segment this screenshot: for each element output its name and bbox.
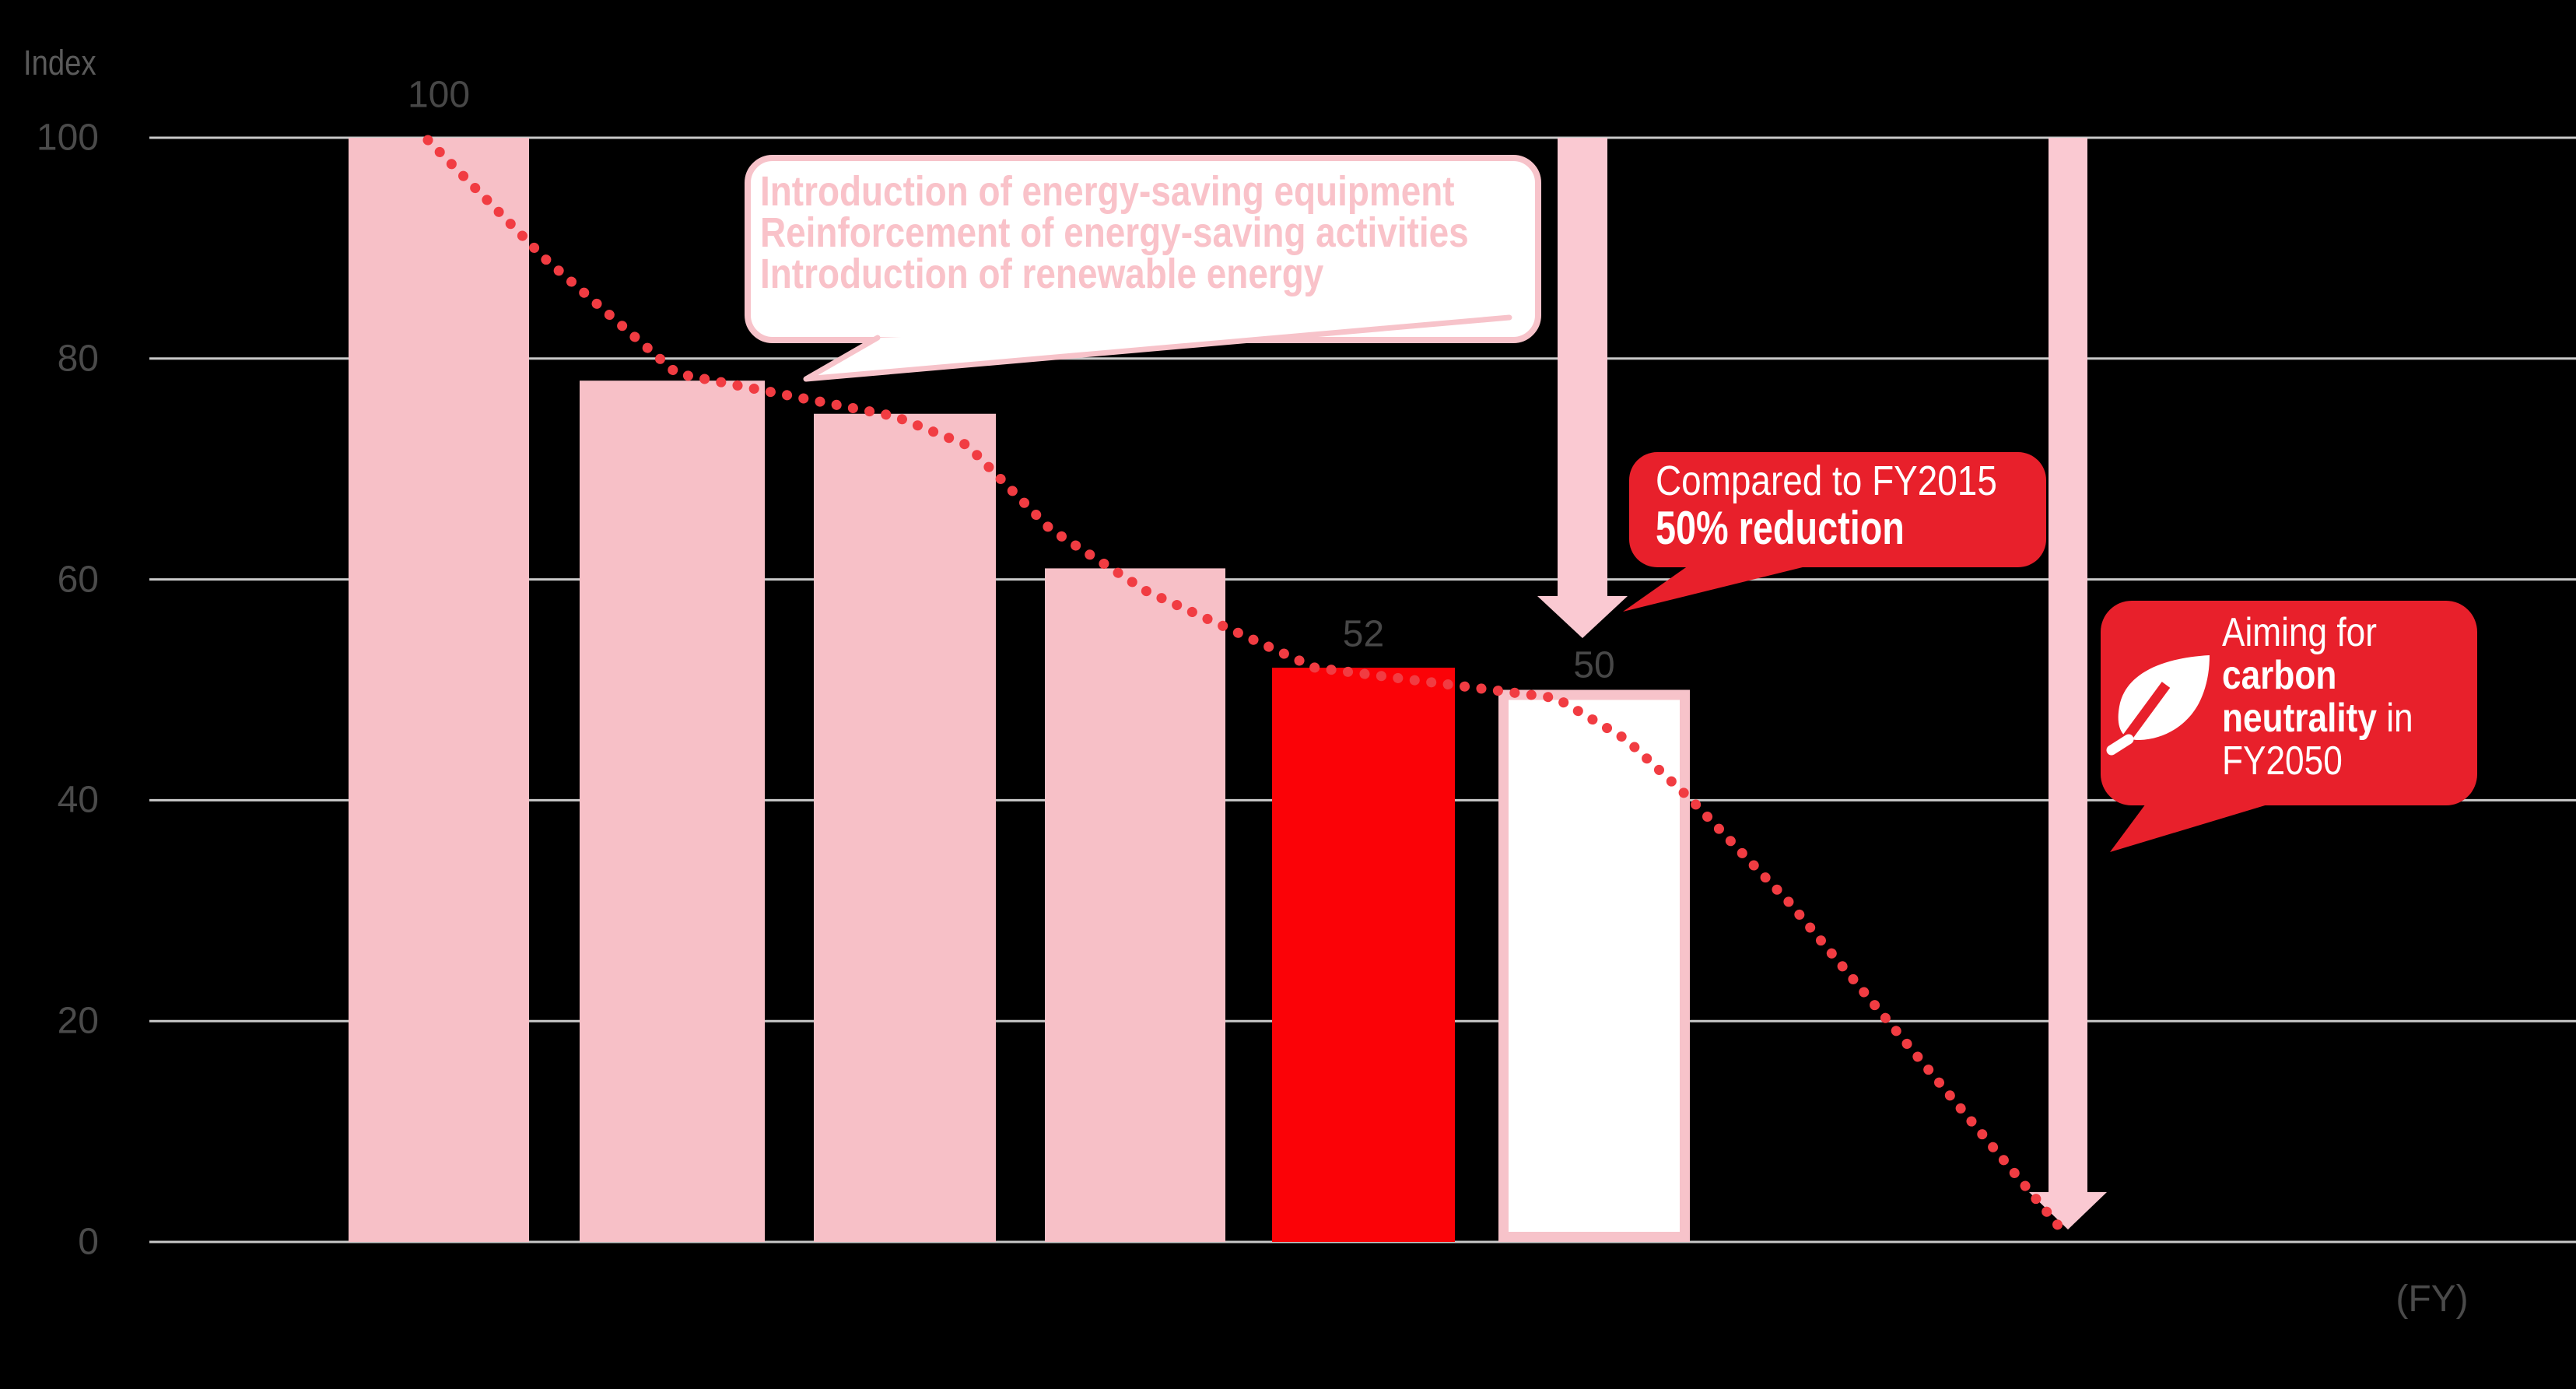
bar — [1272, 668, 1455, 1242]
callout-fy2050-shape — [2101, 601, 2477, 852]
y-tick-label: 20 — [57, 1000, 99, 1042]
callout-fy2050-text-line: FY2050 — [2222, 738, 2343, 784]
bubble-text-line: Introduction of renewable energy — [760, 251, 1324, 297]
bar — [580, 381, 765, 1243]
y-tick-label: 100 — [36, 117, 99, 159]
callout-fy2050-text-line: Aiming for — [2222, 610, 2377, 655]
callout-fy2015-text: Compared to FY2015 — [1656, 458, 1997, 504]
callout-fy2050-text-line: carbon — [2222, 653, 2337, 698]
y-tick-label: 40 — [57, 779, 99, 821]
callout-fy2015-bold-text: 50% reduction — [1656, 502, 1905, 554]
bar — [1045, 568, 1225, 1242]
bar-value-label: 50 — [1573, 644, 1615, 686]
trend-dotted-line — [422, 135, 2073, 1243]
callout-fy2015-shape — [1623, 452, 2046, 612]
y-axis-title: Index — [23, 43, 96, 82]
bar-value-label: 100 — [407, 74, 471, 116]
bar-value-label: 52 — [1342, 613, 1385, 655]
speech-bubble — [745, 155, 1541, 382]
callout-fy2050-text-line: neutrality in — [2222, 696, 2413, 741]
y-tick-label: 0 — [78, 1221, 99, 1263]
x-axis-title: (FY) — [2396, 1279, 2469, 1320]
y-tick-label: 60 — [57, 559, 99, 601]
leaf-icon — [2106, 655, 2210, 756]
bubble-text-line: Introduction of energy-saving equipment — [760, 168, 1455, 215]
bar — [1498, 689, 1690, 1242]
reduction-arrow-to-zero-icon — [2029, 138, 2107, 1229]
bar — [349, 138, 529, 1242]
bars — [349, 138, 1690, 1243]
bubble-text-line: Reinforcement of energy-saving activitie… — [760, 209, 1469, 256]
y-tick-label: 80 — [57, 338, 99, 380]
bar — [814, 413, 996, 1242]
reduction-arrow-to-50-icon — [1537, 138, 1628, 638]
